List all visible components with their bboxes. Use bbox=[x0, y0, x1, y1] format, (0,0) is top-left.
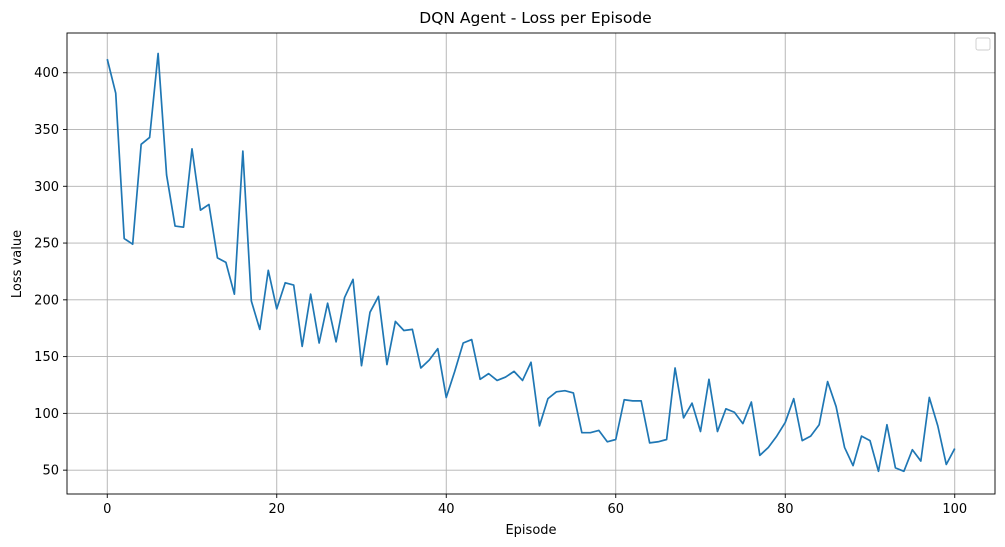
legend-box bbox=[975, 37, 991, 51]
x-axis-title: Episode bbox=[505, 523, 556, 538]
y-tick-label: 300 bbox=[34, 180, 59, 195]
y-axis-ticks: 50 100 150 200 250 300 350 400 bbox=[34, 66, 67, 479]
x-tick-label: 20 bbox=[268, 502, 285, 517]
y-tick-label: 150 bbox=[34, 350, 59, 365]
plot-area-frame bbox=[66, 32, 996, 495]
x-tick-label: 80 bbox=[777, 502, 794, 517]
x-axis-ticks: 0 20 40 60 80 100 bbox=[103, 494, 967, 517]
y-tick-label: 200 bbox=[34, 293, 59, 308]
y-tick-label: 50 bbox=[42, 464, 59, 479]
x-tick-label: 40 bbox=[438, 502, 455, 517]
y-tick-label: 250 bbox=[34, 237, 59, 252]
x-tick-label: 60 bbox=[607, 502, 624, 517]
y-axis-title: Loss value bbox=[10, 230, 25, 298]
x-tick-label: 100 bbox=[942, 502, 967, 517]
grid-lines bbox=[67, 33, 995, 494]
x-tick-label: 0 bbox=[103, 502, 111, 517]
y-tick-label: 350 bbox=[34, 123, 59, 138]
loss-data-points bbox=[107, 53, 955, 472]
y-tick-label: 100 bbox=[34, 407, 59, 422]
chart-title: DQN Agent - Loss per Episode bbox=[419, 9, 651, 27]
y-tick-label: 400 bbox=[34, 66, 59, 81]
